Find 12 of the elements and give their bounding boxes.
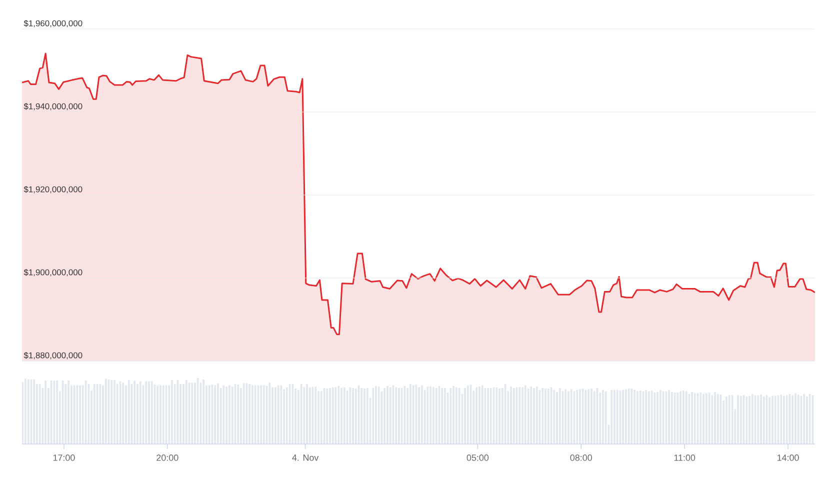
x-tick-label: 08:00 (570, 454, 592, 461)
x-tick-label: 17:00 (53, 454, 75, 461)
y-tick-label: $1,880,000,000 (24, 352, 82, 360)
y-tick-label: $1,940,000,000 (24, 102, 82, 110)
x-tick-label: 20:00 (156, 454, 178, 461)
y-tick-label: $1,960,000,000 (24, 20, 82, 28)
x-tick-label: 14:00 (777, 454, 799, 461)
x-tick-label: 4. Nov (292, 454, 319, 461)
x-tick-label: 05:00 (466, 454, 489, 461)
y-tick-label: $1,900,000,000 (24, 268, 82, 276)
y-tick-label: $1,920,000,000 (24, 186, 82, 194)
x-tick-label: 11:00 (674, 454, 696, 461)
